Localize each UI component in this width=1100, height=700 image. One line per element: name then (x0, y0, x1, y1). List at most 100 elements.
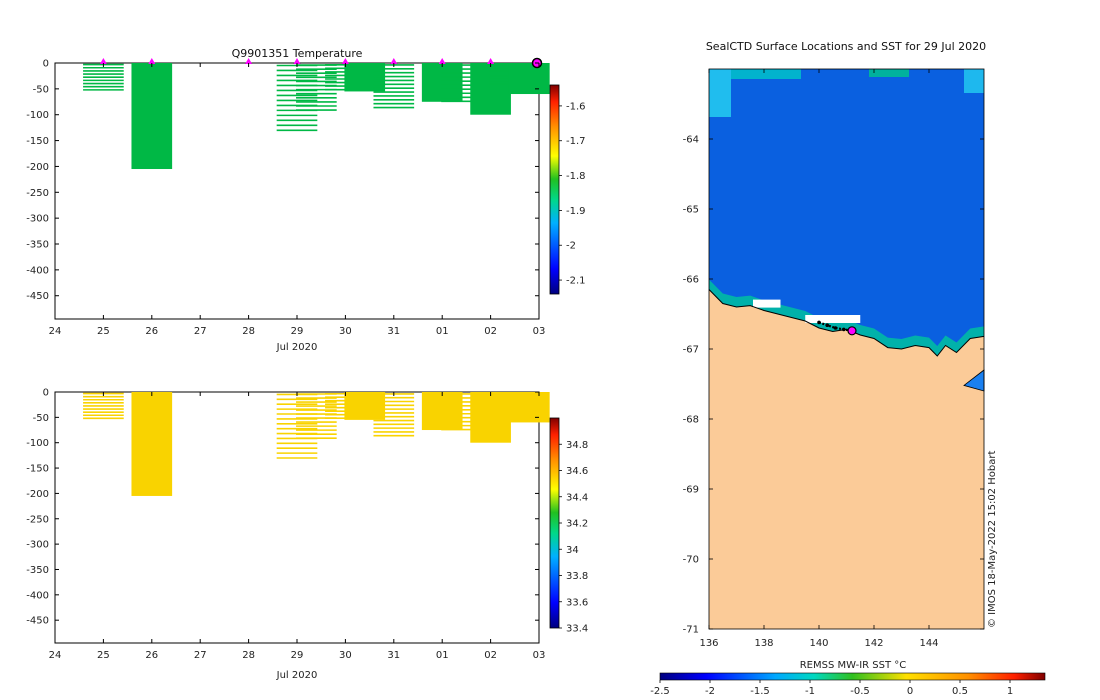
temperature-title: Q9901351 Temperature (232, 47, 363, 60)
xtick-label-01: 01 (436, 326, 449, 337)
xtick-label-24: 24 (49, 650, 62, 661)
cb-tick-label--2: -2 (566, 241, 576, 252)
profile-bar-11 (508, 392, 550, 423)
ytick-label--150: -150 (26, 136, 49, 147)
no-data-patch-0 (753, 299, 781, 308)
seal-track (818, 321, 853, 332)
sst-colorbar (659, 672, 1046, 681)
xtick-label-31: 31 (387, 326, 400, 337)
ytick-label--450: -450 (26, 291, 49, 302)
cb-tick-label-33.6: 33.6 (566, 597, 588, 608)
cb-tick-label-33.8: 33.8 (566, 571, 588, 582)
north-edge-cells-mid (869, 69, 909, 77)
map-xtick-label-136: 136 (699, 638, 718, 649)
xtick-label-30: 30 (339, 326, 352, 337)
salinity-colorbar-ticks: 34.8 34.6 34.4 34.2 34 33.8 33.6 33.4 (559, 440, 588, 635)
ytick-label--400: -400 (26, 265, 49, 276)
ytick-label--250: -250 (26, 188, 49, 199)
xtick-label-25: 25 (97, 326, 110, 337)
surface-marker-6 (438, 58, 446, 64)
temperature-colorbar (549, 84, 560, 295)
cb-tick-label--1.9: -1.9 (566, 206, 586, 217)
salinity-marks (83, 392, 550, 496)
temperature-panel: Q9901351 Temperature 0 -50 -100 -150 -200 -25… (26, 47, 585, 353)
map-title: SealCTD Surface Locations and SST for 29… (706, 40, 986, 53)
salinity-panel: 0 -50 -100 -150 -200 -250 -300 -350 -400 -450 24 25… (26, 388, 588, 682)
temperature-xlabel: Jul 2020 (276, 342, 318, 353)
ytick-label-0: 0 (43, 59, 49, 70)
map-ytick-label--65: -65 (683, 205, 699, 216)
map-ytick-label--66: -66 (683, 275, 699, 286)
latest-location-marker (847, 326, 857, 336)
map-xtick-label-144: 144 (919, 638, 938, 649)
temperature-colorbar-ticks: -1.6 -1.7 -1.8 -1.9 -2 -2.1 (559, 101, 586, 287)
xtick-label-24: 24 (49, 326, 62, 337)
ytick-label--400: -400 (26, 590, 49, 601)
map-xtick-label-138: 138 (754, 638, 773, 649)
xtick-label-03: 03 (533, 650, 546, 661)
map-xtick-label-140: 140 (809, 638, 828, 649)
xtick-label-02: 02 (484, 326, 497, 337)
profile-bar-11 (508, 63, 550, 95)
sst-cb-tick-label--2: -2 (705, 686, 715, 697)
north-edge-cells-top (731, 69, 801, 79)
surface-marker-1 (148, 58, 156, 64)
xtick-label-01: 01 (436, 650, 449, 661)
cb-tick-label--2.1: -2.1 (566, 276, 586, 287)
map-ytick-label--64: -64 (683, 135, 699, 146)
map-xtick-label-142: 142 (864, 638, 883, 649)
ytick-label--200: -200 (26, 162, 49, 173)
salinity-xlabel: Jul 2020 (276, 670, 318, 681)
sst-cb-tick-label-0: 0 (907, 686, 913, 697)
sst-colorbar-label: REMSS MW-IR SST °C (800, 660, 907, 671)
sst-cb-tick-label--1.5: -1.5 (750, 686, 770, 697)
ytick-label--350: -350 (26, 240, 49, 251)
xtick-label-31: 31 (387, 650, 400, 661)
ytick-label--50: -50 (33, 84, 49, 95)
surface-marker-5 (390, 58, 398, 64)
map-ytick-label--68: -68 (683, 415, 699, 426)
map-ytick-label--69: -69 (683, 485, 699, 496)
sst-cb-tick-label--1: -1 (805, 686, 815, 697)
map-credit: © IMOS 18-May-2022 15:02 Hobart (987, 451, 998, 628)
ytick-label--50: -50 (33, 413, 49, 424)
profile-bar-1 (131, 63, 173, 170)
track-point-3 (841, 327, 846, 332)
salinity-axes: 0 -50 -100 -150 -200 -250 -300 -350 -400 -450 24 25… (26, 388, 545, 662)
sst-colorbar-ticks: -2.5 -2 -1.5 -1 -0.5 0 0.5 1 (650, 680, 1013, 697)
ocean-sst-field (709, 69, 984, 356)
surface-marker-4 (341, 58, 349, 64)
cb-tick-label--1.7: -1.7 (566, 136, 586, 147)
xtick-label-28: 28 (242, 326, 255, 337)
cb-tick-label--1.8: -1.8 (566, 171, 586, 182)
no-data-patch-1 (805, 315, 861, 323)
xtick-label-26: 26 (145, 326, 158, 337)
surface-marker-0 (99, 58, 107, 64)
map-ytick-label--70: -70 (683, 555, 699, 566)
temperature-axes: 0 -50 -100 -150 -200 -250 -300 -350 -400 -450 24 25… (26, 59, 545, 338)
cb-tick-label-33.4: 33.4 (566, 624, 588, 635)
temperature-marks (83, 57, 550, 170)
north-edge-cells-left (709, 69, 731, 117)
track-point-1 (825, 323, 830, 328)
sst-map-panel: SealCTD Surface Locations and SST for 29… (650, 40, 1046, 697)
surface-marker-2 (245, 58, 253, 64)
map-layers (708, 69, 985, 629)
sst-cb-tick-label-0.5: 0.5 (952, 686, 968, 697)
ytick-label-0: 0 (43, 388, 49, 399)
xtick-label-30: 30 (339, 650, 352, 661)
ytick-label--100: -100 (26, 438, 49, 449)
surface-marker-7 (487, 58, 495, 64)
ytick-label--200: -200 (26, 489, 49, 500)
xtick-label-29: 29 (291, 650, 304, 661)
xtick-label-29: 29 (291, 326, 304, 337)
xtick-label-26: 26 (145, 650, 158, 661)
salinity-colorbar (549, 417, 560, 629)
xtick-label-25: 25 (97, 650, 110, 661)
profile-bar-1 (131, 392, 173, 496)
xtick-label-02: 02 (484, 650, 497, 661)
cb-tick-label--1.6: -1.6 (566, 101, 586, 112)
map-ytick-label--67: -67 (683, 345, 699, 356)
